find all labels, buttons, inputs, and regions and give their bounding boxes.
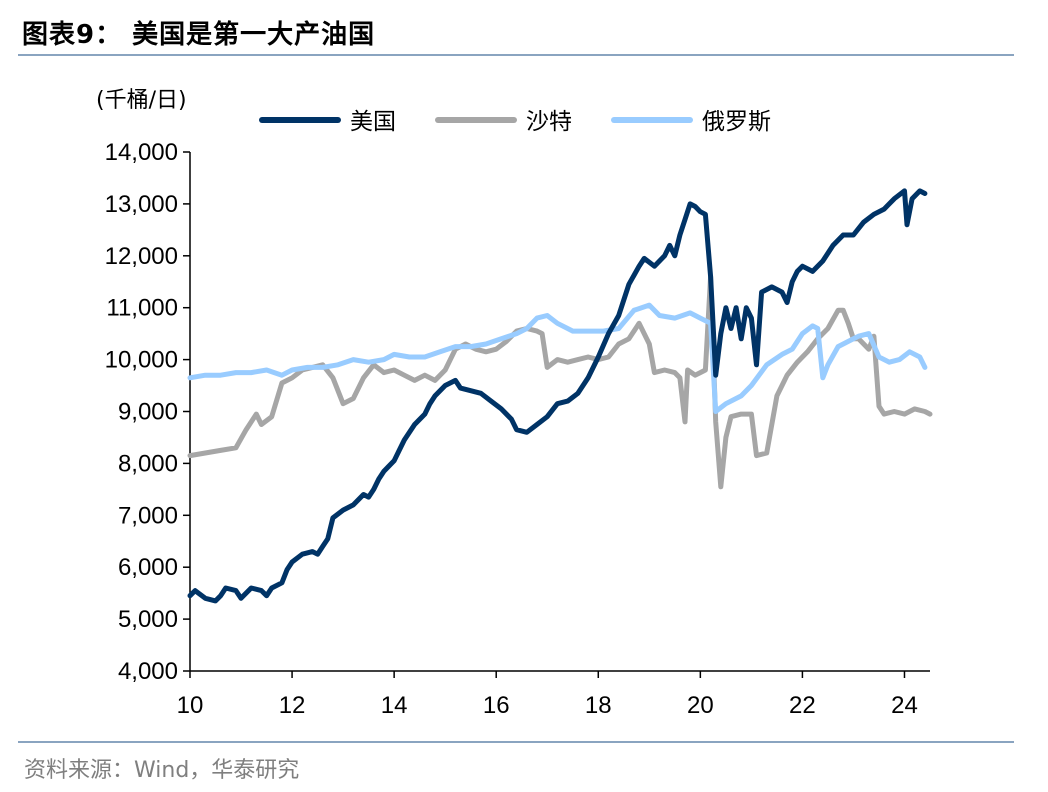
x-tick-label: 14 (381, 692, 408, 719)
legend-label: 美国 (350, 109, 396, 135)
chart-title: 图表9： 美国是第一大产油国 (22, 20, 376, 50)
y-tick-label: 10,000 (105, 347, 178, 374)
chart-legend: 美国 沙特 俄罗斯 (259, 109, 771, 135)
y-tick-label: 7,000 (118, 502, 178, 529)
legend-label: 沙特 (526, 109, 572, 135)
x-tick-label: 22 (789, 692, 816, 719)
y-axis-unit-label: (千桶/日) (96, 88, 187, 113)
y-tick-label: 4,000 (118, 658, 178, 685)
footer-divider (18, 741, 1014, 743)
y-tick-label: 11,000 (106, 295, 178, 322)
chart-series (187, 188, 933, 604)
x-tick-label: 12 (279, 692, 306, 719)
x-tick-label: 16 (483, 692, 510, 719)
x-tick-label: 10 (177, 692, 204, 719)
x-tick-label: 24 (891, 692, 918, 719)
y-tick-label: 14,000 (105, 139, 178, 166)
title-divider (18, 54, 1014, 56)
y-tick-label: 6,000 (118, 554, 178, 581)
legend-label: 俄罗斯 (702, 109, 771, 135)
y-tick-label: 12,000 (105, 243, 178, 270)
y-tick-label: 8,000 (118, 450, 178, 477)
source-note: 资料来源：Wind，华泰研究 (24, 758, 300, 783)
x-tick-label: 20 (687, 692, 714, 719)
y-tick-label: 9,000 (118, 399, 178, 426)
chart-axes: 4,000 5,000 6,000 7,000 8,000 9,000 10,000 11,0… (105, 139, 930, 719)
series-line-1 (187, 274, 933, 490)
y-tick-label: 5,000 (118, 606, 178, 633)
x-tick-label: 18 (585, 692, 612, 719)
y-tick-label: 13,000 (105, 191, 178, 218)
series-line-0 (187, 188, 928, 604)
